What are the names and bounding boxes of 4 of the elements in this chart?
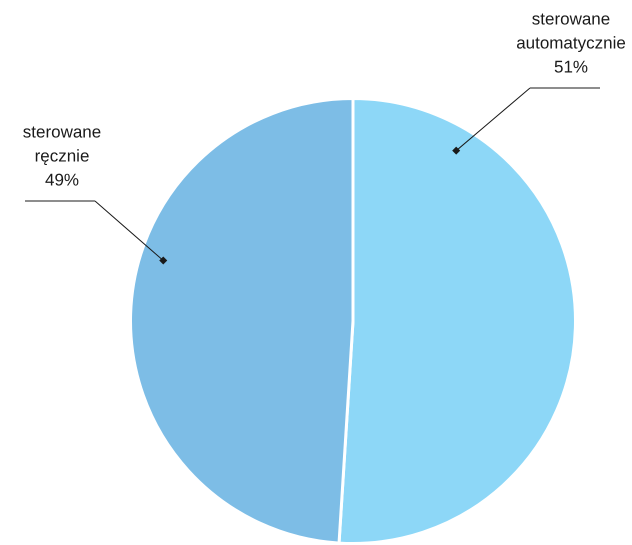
data-label: 51% [554,58,588,77]
slice-label: sterowane automatycznie [516,10,626,53]
data-label: 49% [44,170,80,190]
slice-label: sterowane ręcznie [22,122,102,166]
